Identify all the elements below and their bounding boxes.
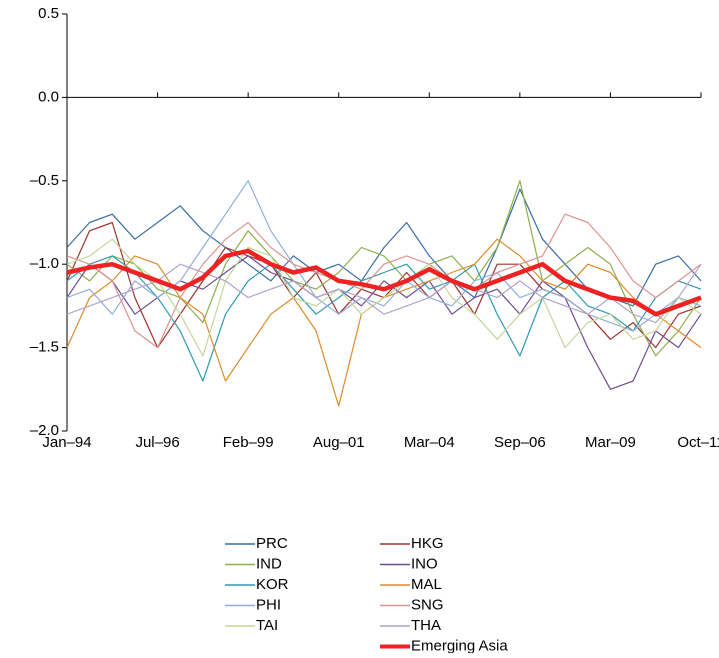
- series-line: [66, 213, 702, 349]
- legend-label: PHI: [256, 596, 281, 613]
- legend-label: Emerging Asia: [411, 637, 508, 653]
- series-line: [66, 238, 702, 357]
- series-line: [66, 263, 702, 324]
- x-tick-label: Sep–06: [494, 434, 546, 451]
- series-line: [66, 255, 702, 390]
- legend-label: INO: [411, 555, 438, 572]
- x-tick-label: Mar–04: [404, 434, 455, 451]
- series-line: [66, 248, 702, 317]
- legend-label: PRC: [256, 535, 288, 552]
- legend-label: THA: [411, 617, 441, 634]
- legend-label: MAL: [411, 576, 442, 593]
- x-tick-label: Aug–01: [313, 434, 365, 451]
- legend-label: SNG: [411, 596, 444, 613]
- series-line: [66, 255, 702, 382]
- legend-label: IND: [256, 555, 282, 572]
- x-tick-label: Jan–94: [42, 434, 91, 451]
- y-tick-label: –0.5: [30, 172, 59, 189]
- x-tick-label: Feb–99: [223, 434, 274, 451]
- series-line: [66, 180, 702, 357]
- series-line: [66, 221, 702, 349]
- y-tick-label: 0.5: [38, 5, 59, 22]
- y-tick-label: –1.0: [30, 255, 59, 272]
- y-tick-label: –1.5: [30, 339, 59, 356]
- y-tick-label: –2.0: [30, 422, 59, 439]
- legend-label: KOR: [256, 576, 289, 593]
- y-tick-label: 0.0: [38, 88, 59, 105]
- legend-label: HKG: [411, 535, 444, 552]
- x-tick-label: Oct–11: [677, 434, 719, 451]
- x-tick-label: Jul–96: [135, 434, 179, 451]
- legend-label: TAI: [256, 617, 278, 634]
- x-tick-label: Mar–09: [585, 434, 636, 451]
